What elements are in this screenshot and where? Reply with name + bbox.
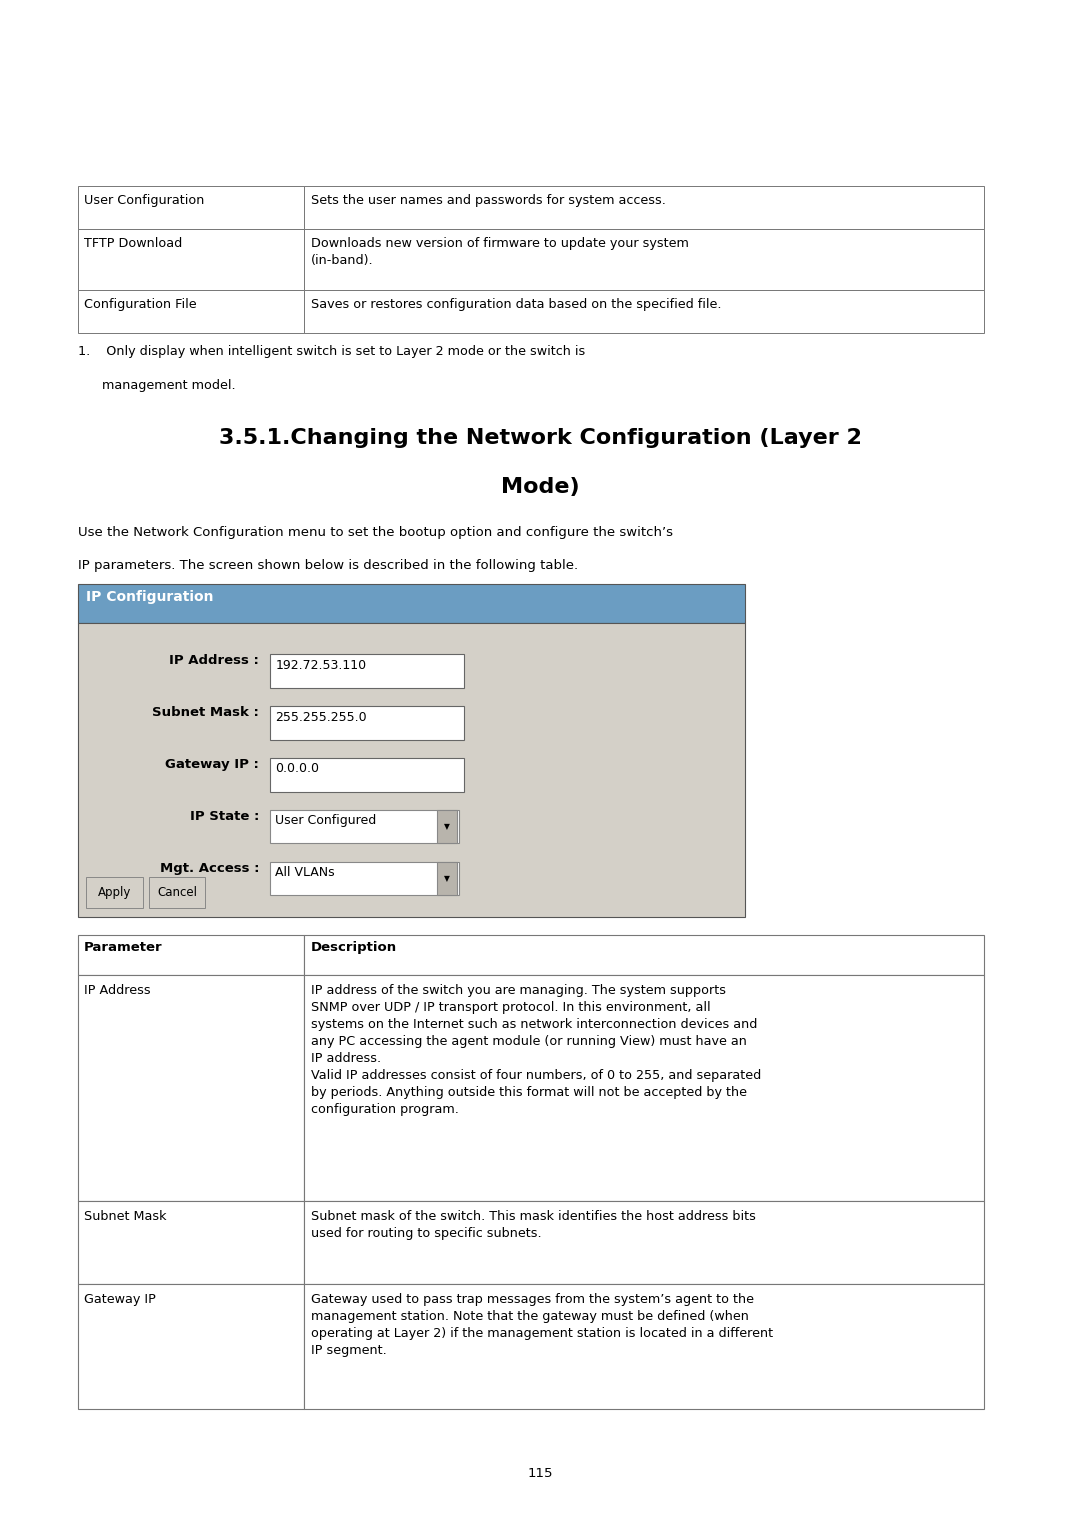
Text: All VLANs: All VLANs bbox=[275, 866, 335, 880]
Text: Gateway IP: Gateway IP bbox=[84, 1293, 157, 1306]
Text: 255.255.255.0: 255.255.255.0 bbox=[275, 711, 367, 724]
Text: Subnet mask of the switch. This mask identifies the host address bits
used for r: Subnet mask of the switch. This mask ide… bbox=[311, 1210, 756, 1241]
FancyBboxPatch shape bbox=[305, 975, 984, 1201]
Text: IP parameters. The screen shown below is described in the following table.: IP parameters. The screen shown below is… bbox=[78, 559, 578, 573]
Text: Subnet Mask :: Subnet Mask : bbox=[152, 706, 259, 720]
Text: Sets the user names and passwords for system access.: Sets the user names and passwords for sy… bbox=[311, 194, 665, 208]
FancyBboxPatch shape bbox=[78, 935, 305, 975]
FancyBboxPatch shape bbox=[305, 1201, 984, 1284]
FancyBboxPatch shape bbox=[78, 186, 305, 229]
FancyBboxPatch shape bbox=[305, 229, 984, 290]
Text: ▼: ▼ bbox=[444, 822, 450, 831]
Text: Mgt. Access :: Mgt. Access : bbox=[160, 862, 259, 876]
Text: IP Address: IP Address bbox=[84, 984, 151, 998]
FancyBboxPatch shape bbox=[149, 877, 205, 908]
FancyBboxPatch shape bbox=[270, 810, 459, 843]
Text: 0.0.0.0: 0.0.0.0 bbox=[275, 762, 320, 776]
FancyBboxPatch shape bbox=[270, 706, 464, 740]
FancyBboxPatch shape bbox=[78, 1284, 305, 1409]
FancyBboxPatch shape bbox=[305, 935, 984, 975]
FancyBboxPatch shape bbox=[270, 654, 464, 688]
FancyBboxPatch shape bbox=[78, 584, 745, 623]
Text: IP Configuration: IP Configuration bbox=[86, 590, 214, 604]
Text: Saves or restores configuration data based on the specified file.: Saves or restores configuration data bas… bbox=[311, 298, 721, 312]
Text: 192.72.53.110: 192.72.53.110 bbox=[275, 659, 366, 672]
Text: Parameter: Parameter bbox=[84, 941, 163, 955]
Text: ▼: ▼ bbox=[444, 874, 450, 883]
Text: Use the Network Configuration menu to set the bootup option and configure the sw: Use the Network Configuration menu to se… bbox=[78, 526, 673, 539]
FancyBboxPatch shape bbox=[305, 290, 984, 333]
FancyBboxPatch shape bbox=[305, 1284, 984, 1409]
Text: Gateway used to pass trap messages from the system’s agent to the
management sta: Gateway used to pass trap messages from … bbox=[311, 1293, 773, 1357]
Text: Cancel: Cancel bbox=[157, 886, 198, 898]
Text: User Configuration: User Configuration bbox=[84, 194, 204, 208]
Text: Mode): Mode) bbox=[501, 477, 579, 497]
Text: Gateway IP :: Gateway IP : bbox=[165, 758, 259, 772]
Text: Downloads new version of firmware to update your system
(in-band).: Downloads new version of firmware to upd… bbox=[311, 237, 689, 267]
Text: Apply: Apply bbox=[98, 886, 131, 898]
FancyBboxPatch shape bbox=[437, 862, 457, 895]
FancyBboxPatch shape bbox=[78, 1201, 305, 1284]
FancyBboxPatch shape bbox=[78, 229, 305, 290]
Text: 3.5.1.Changing the Network Configuration (Layer 2: 3.5.1.Changing the Network Configuration… bbox=[218, 428, 862, 448]
FancyBboxPatch shape bbox=[78, 623, 745, 917]
FancyBboxPatch shape bbox=[86, 877, 143, 908]
FancyBboxPatch shape bbox=[270, 862, 459, 895]
Text: Configuration File: Configuration File bbox=[84, 298, 197, 312]
Text: 1.    Only display when intelligent switch is set to Layer 2 mode or the switch : 1. Only display when intelligent switch … bbox=[78, 345, 585, 359]
FancyBboxPatch shape bbox=[305, 186, 984, 229]
Text: IP address of the switch you are managing. The system supports
SNMP over UDP / I: IP address of the switch you are managin… bbox=[311, 984, 761, 1115]
Text: TFTP Download: TFTP Download bbox=[84, 237, 183, 251]
Text: IP Address :: IP Address : bbox=[170, 654, 259, 668]
FancyBboxPatch shape bbox=[78, 290, 305, 333]
Text: Description: Description bbox=[311, 941, 396, 955]
Text: 115: 115 bbox=[527, 1467, 553, 1481]
Text: User Configured: User Configured bbox=[275, 814, 377, 828]
Text: management model.: management model. bbox=[78, 379, 235, 393]
FancyBboxPatch shape bbox=[437, 810, 457, 843]
Text: Subnet Mask: Subnet Mask bbox=[84, 1210, 166, 1224]
FancyBboxPatch shape bbox=[270, 758, 464, 792]
Text: IP State :: IP State : bbox=[190, 810, 259, 824]
FancyBboxPatch shape bbox=[78, 975, 305, 1201]
